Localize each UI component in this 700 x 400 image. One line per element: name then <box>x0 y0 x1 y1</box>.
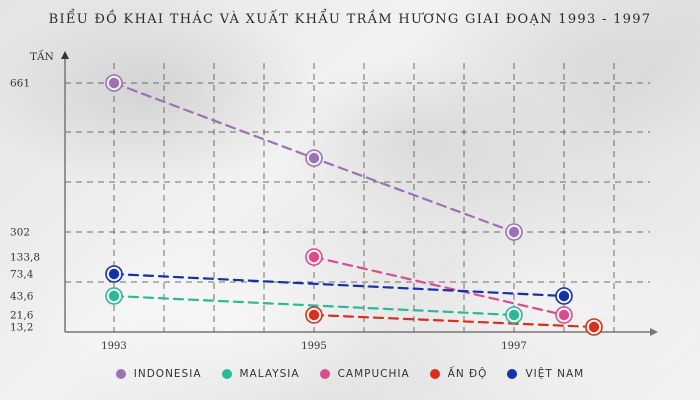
chart-title: BIỂU ĐỒ KHAI THÁC VÀ XUẤT KHẨU TRẦM HƯƠN… <box>48 12 652 27</box>
y-tick-label: 661 <box>10 78 30 90</box>
legend-marker <box>507 369 518 379</box>
x-tick-label: 1993 <box>101 341 126 352</box>
legend-label: INDONESIA <box>133 368 202 380</box>
data-point-dot <box>108 77 120 89</box>
legend-marker <box>429 369 440 379</box>
data-point-dot <box>558 290 570 302</box>
data-point-dot <box>508 226 520 238</box>
legend-label: CAMPUCHIA <box>337 368 410 380</box>
data-point-dot <box>508 309 520 321</box>
data-point <box>105 287 123 305</box>
legend-label: MALAYSIA <box>239 368 300 380</box>
data-point-dot <box>558 309 570 321</box>
legend-marker <box>221 369 232 379</box>
data-point-dot <box>308 309 320 321</box>
series-line <box>312 255 566 317</box>
legend-marker <box>115 369 126 379</box>
legend-marker <box>319 369 330 379</box>
series-line <box>312 313 596 329</box>
data-point-dot <box>588 321 600 333</box>
y-tick-label: 302 <box>10 227 30 239</box>
legend-item: INDONESIA <box>115 368 202 380</box>
x-tick-label: 1995 <box>301 341 326 352</box>
y-tick-label: 133,8 <box>10 252 40 264</box>
legend-item: VIỆT NAM <box>507 368 584 380</box>
series-line <box>112 294 516 317</box>
legend-label: ẤN ĐỘ <box>447 368 488 380</box>
y-axis-label: TẤN <box>30 48 54 63</box>
data-point <box>505 306 523 324</box>
data-point <box>585 318 603 336</box>
chart-legend: INDONESIA MALAYSIA CAMPUCHIA ẤN ĐỘ VIỆT NAM <box>0 368 700 380</box>
data-point <box>505 223 523 241</box>
series-line <box>112 272 566 298</box>
data-point <box>305 306 323 324</box>
grid <box>65 63 650 332</box>
legend-label: VIỆT NAM <box>525 368 585 380</box>
data-point-dot <box>308 251 320 263</box>
x-axis-arrow <box>650 328 658 336</box>
data-point <box>105 265 123 283</box>
data-point-dot <box>108 268 120 280</box>
data-point <box>105 74 123 92</box>
data-point <box>555 306 573 324</box>
y-tick-label: 73,4 <box>10 269 34 281</box>
y-tick-label: 21,6 <box>10 310 34 322</box>
y-tick-label: 13,2 <box>10 322 33 334</box>
data-point <box>305 248 323 266</box>
data-point <box>305 149 323 167</box>
y-tick-label: 43,6 <box>10 291 34 303</box>
data-point-dot <box>108 290 120 302</box>
legend-item: ẤN ĐỘ <box>429 368 488 380</box>
data-point <box>555 287 573 305</box>
x-tick-label: 1997 <box>501 341 526 352</box>
legend-item: MALAYSIA <box>221 368 300 380</box>
legend-item: CAMPUCHIA <box>319 368 410 380</box>
data-point-dot <box>308 152 320 164</box>
y-axis-arrow <box>61 51 69 59</box>
